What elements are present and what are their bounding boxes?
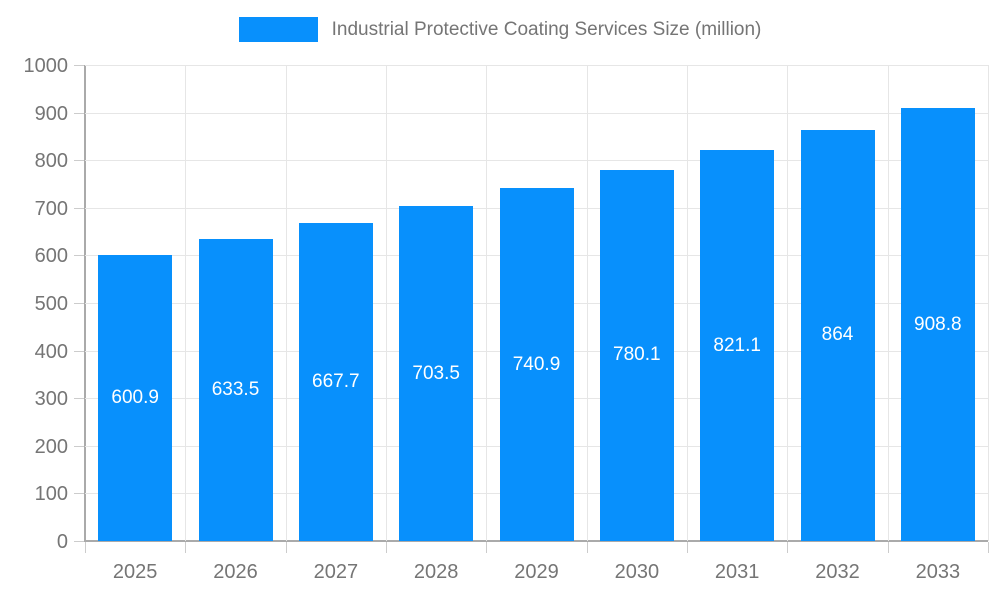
y-axis-tick: [74, 303, 84, 304]
y-axis-tick: [74, 350, 84, 352]
bar-value-label: 780.1: [613, 344, 661, 366]
bar-value-label: 740.9: [512, 353, 561, 375]
x-axis-tick: [988, 542, 989, 553]
x-axis-tick: [586, 542, 588, 553]
legend-swatch: [238, 17, 318, 42]
x-axis-tick: [787, 542, 789, 553]
y-axis-label: 0: [56, 531, 68, 553]
x-axis-label: 2031: [714, 561, 760, 583]
x-gridline: [285, 65, 287, 541]
y-gridline: [85, 160, 988, 162]
y-axis-tick: [74, 445, 84, 447]
y-axis-label: 900: [34, 102, 68, 125]
y-axis-label: 500: [34, 293, 68, 315]
x-gridline: [988, 65, 989, 541]
x-axis-label: 2030: [614, 561, 660, 583]
x-axis-tick: [85, 542, 86, 553]
y-axis-tick: [74, 160, 84, 162]
x-gridline: [787, 65, 789, 541]
x-axis-tick: [887, 542, 889, 553]
y-axis-tick: [74, 255, 84, 257]
y-axis-tick: [74, 493, 84, 495]
x-gridline: [486, 65, 488, 541]
y-axis-label: 600: [34, 245, 68, 268]
bar-value-label: 633.5: [211, 379, 260, 401]
x-axis-label: 2025: [112, 561, 158, 583]
x-gridline: [687, 65, 688, 541]
bar-2030[interactable]: 780.1: [599, 169, 674, 541]
y-axis-label: 700: [34, 197, 68, 220]
y-axis-tick: [74, 65, 84, 66]
y-axis-label: 1000: [23, 55, 69, 77]
x-axis-label: 2027: [313, 561, 359, 583]
y-axis-tick: [74, 112, 84, 114]
x-gridline: [185, 65, 187, 541]
y-gridline: [85, 65, 988, 66]
bar-2032[interactable]: 864: [800, 129, 875, 541]
legend-label: Industrial Protective Coating Services S…: [331, 18, 762, 40]
y-axis-label: 800: [34, 150, 68, 173]
bar-2025[interactable]: 600.9: [98, 254, 173, 541]
x-axis-tick: [687, 542, 688, 553]
bar-value-label: 908.8: [914, 313, 962, 335]
x-axis-tick: [386, 542, 387, 553]
x-gridline: [586, 65, 588, 541]
bar-2027[interactable]: 667.7: [298, 223, 373, 541]
bar-value-label: 821.1: [713, 334, 761, 356]
y-axis-label: 300: [34, 388, 68, 411]
x-gridline: [887, 65, 889, 541]
bar-value-label: 667.7: [312, 371, 360, 393]
x-axis-label: 2029: [514, 561, 559, 583]
x-axis-line: [84, 540, 988, 542]
x-axis-label: 2033: [915, 561, 961, 583]
y-axis-tick: [74, 207, 84, 209]
x-axis-tick: [285, 542, 287, 553]
x-axis-label: 2032: [815, 561, 860, 583]
x-axis-tick: [185, 542, 187, 553]
x-axis-label: 2028: [413, 561, 459, 583]
x-axis-label: 2026: [213, 561, 258, 583]
y-axis-label: 400: [34, 340, 68, 363]
bar-2031[interactable]: 821.1: [700, 150, 775, 541]
bar-2033[interactable]: 908.8: [900, 108, 975, 541]
bar-value-label: 703.5: [412, 362, 460, 384]
bar-2029[interactable]: 740.9: [499, 188, 574, 541]
bar-value-label: 864: [821, 324, 854, 346]
bar-2028[interactable]: 703.5: [399, 206, 474, 541]
y-axis-tick: [74, 398, 84, 400]
y-gridline: [85, 112, 988, 114]
bar-value-label: 600.9: [111, 386, 159, 408]
y-axis-label: 200: [34, 435, 68, 458]
x-gridline: [386, 65, 387, 541]
bar-2026[interactable]: 633.5: [198, 239, 273, 541]
y-axis-tick: [74, 541, 84, 542]
x-axis-tick: [486, 542, 488, 553]
y-axis-label: 100: [34, 483, 68, 506]
legend[interactable]: Industrial Protective Coating Services S…: [0, 17, 1000, 42]
